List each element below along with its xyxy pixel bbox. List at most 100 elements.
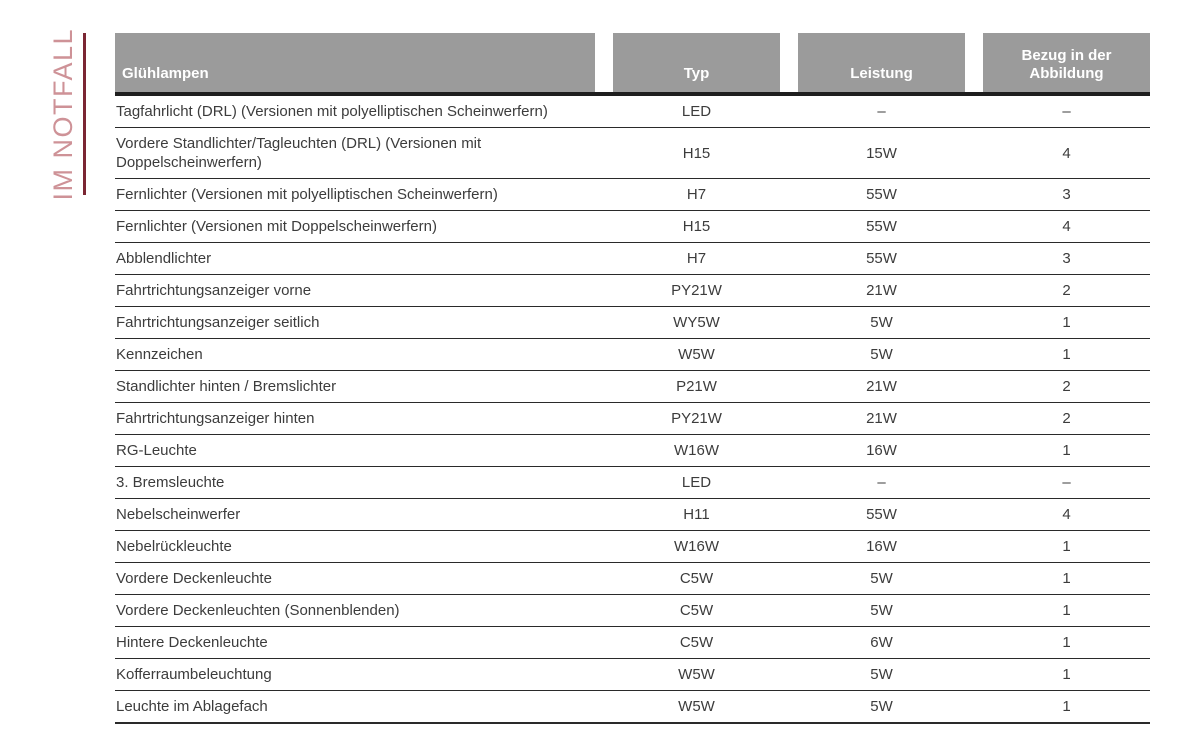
cell-bezug: 2 <box>1062 378 1071 395</box>
table-row: 3. Bremsleuchte LED – – <box>115 467 1150 499</box>
cell-leistung: 55W <box>866 218 897 235</box>
table-row: Fahrtrichtungsanzeiger seitlich WY5W 5W … <box>115 307 1150 339</box>
cell-gluehlampen: Vordere Deckenleuchten (Sonnenblenden) <box>116 602 400 619</box>
cell-bezug: 1 <box>1062 314 1071 331</box>
table-row: Vordere Standlichter/Tagleuchten (DRL) (… <box>115 128 1150 179</box>
cell-bezug: 4 <box>1062 144 1071 162</box>
cell-typ: P21W <box>676 378 717 395</box>
cell-typ: W5W <box>678 346 715 363</box>
cell-bezug: 4 <box>1062 218 1071 235</box>
table-row: Nebelscheinwerfer H11 55W 4 <box>115 499 1150 531</box>
cell-typ: C5W <box>679 570 714 587</box>
cell-bezug: 1 <box>1062 666 1071 683</box>
cell-bezug: 1 <box>1062 442 1071 459</box>
cell-leistung: 6W <box>870 634 893 651</box>
cell-leistung: 5W <box>870 666 893 683</box>
table-row: Abblendlichter H7 55W 3 <box>115 243 1150 275</box>
table-row: Kennzeichen W5W 5W 1 <box>115 339 1150 371</box>
cell-typ: H15 <box>682 218 711 235</box>
cell-typ: W16W <box>674 442 719 459</box>
cell-leistung: 21W <box>866 378 897 395</box>
cell-bezug: 1 <box>1062 346 1071 363</box>
section-label: IM NOTFALL <box>48 27 78 201</box>
table-row: Fahrtrichtungsanzeiger hinten PY21W 21W … <box>115 403 1150 435</box>
cell-gluehlampen: Vordere Standlichter/Tagleuchten (DRL) (… <box>116 135 482 171</box>
cell-gluehlampen: Fahrtrichtungsanzeiger hinten <box>116 410 315 427</box>
cell-typ: LED <box>681 103 712 120</box>
cell-typ: C5W <box>679 602 714 619</box>
cell-gluehlampen: Kofferraumbeleuchtung <box>116 666 272 683</box>
cell-leistung: 55W <box>866 186 897 203</box>
table-row: Fernlichter (Versionen mit polyelliptisc… <box>115 179 1150 211</box>
table-row: Standlichter hinten / Bremslichter P21W … <box>115 371 1150 403</box>
cell-gluehlampen: Abblendlichter <box>116 250 212 267</box>
table-body: Tagfahrlicht (DRL) (Versionen mit polyel… <box>115 96 1150 724</box>
cell-leistung: 21W <box>866 410 897 427</box>
table-header-row: Glühlampen Typ Leistung Bezug in der Abb… <box>115 33 1150 92</box>
cell-leistung: 21W <box>866 282 897 299</box>
cell-leistung: 16W <box>866 538 897 555</box>
cell-leistung: 5W <box>870 570 893 587</box>
cell-gluehlampen: Kennzeichen <box>116 346 203 363</box>
table-row: Kofferraumbeleuchtung W5W 5W 1 <box>115 659 1150 691</box>
cell-bezug: 1 <box>1062 570 1071 587</box>
cell-gluehlampen: Fernlichter (Versionen mit polyelliptisc… <box>116 186 498 203</box>
cell-gluehlampen: Hintere Deckenleuchte <box>116 634 268 651</box>
cell-gluehlampen: Vordere Deckenleuchte <box>116 570 272 587</box>
cell-gluehlampen: RG-Leuchte <box>116 442 197 459</box>
cell-leistung: 5W <box>870 602 893 619</box>
column-header-leistung: Leistung <box>798 33 965 92</box>
cell-leistung: 16W <box>866 442 897 459</box>
cell-bezug: 1 <box>1062 538 1071 555</box>
table-row: Tagfahrlicht (DRL) (Versionen mit polyel… <box>115 96 1150 128</box>
cell-typ: W5W <box>678 698 715 715</box>
cell-bezug: 4 <box>1062 506 1071 523</box>
column-header-typ: Typ <box>613 33 780 92</box>
cell-leistung: 5W <box>870 698 893 715</box>
cell-bezug: – <box>1062 474 1071 491</box>
cell-gluehlampen: 3. Bremsleuchte <box>116 474 225 491</box>
cell-leistung: 5W <box>870 346 893 363</box>
table-row: RG-Leuchte W16W 16W 1 <box>115 435 1150 467</box>
cell-leistung: – <box>877 474 886 491</box>
cell-gluehlampen: Standlichter hinten / Bremslichter <box>116 378 337 395</box>
table-row: Leuchte im Ablagefach W5W 5W 1 <box>115 691 1150 724</box>
table-row: Vordere Deckenleuchte C5W 5W 1 <box>115 563 1150 595</box>
cell-bezug: 2 <box>1062 282 1071 299</box>
cell-typ: PY21W <box>671 410 722 427</box>
cell-gluehlampen: Fernlichter (Versionen mit Doppelscheinw… <box>116 218 437 235</box>
cell-bezug: 1 <box>1062 634 1071 651</box>
cell-typ: H15 <box>682 144 711 162</box>
cell-typ: W16W <box>674 538 719 555</box>
cell-leistung: 5W <box>870 314 893 331</box>
cell-gluehlampen: Tagfahrlicht (DRL) (Versionen mit polyel… <box>116 103 548 120</box>
header-divider <box>115 92 1150 96</box>
cell-typ: PY21W <box>671 282 722 299</box>
table-row: Hintere Deckenleuchte C5W 6W 1 <box>115 627 1150 659</box>
cell-gluehlampen: Nebelscheinwerfer <box>116 506 241 523</box>
cell-gluehlampen: Nebelrückleuchte <box>116 538 232 555</box>
section-tab: IM NOTFALL <box>38 28 86 200</box>
cell-leistung: – <box>877 103 886 120</box>
cell-leistung: 15W <box>866 144 897 162</box>
cell-typ: H11 <box>683 506 710 523</box>
cell-bezug: 2 <box>1062 410 1071 427</box>
table-row: Fernlichter (Versionen mit Doppelscheinw… <box>115 211 1150 243</box>
cell-typ: WY5W <box>673 314 720 331</box>
cell-bezug: 1 <box>1062 602 1071 619</box>
table-row: Nebelrückleuchte W16W 16W 1 <box>115 531 1150 563</box>
cell-typ: C5W <box>679 634 714 651</box>
table-row: Fahrtrichtungsanzeiger vorne PY21W 21W 2 <box>115 275 1150 307</box>
table-row: Vordere Deckenleuchten (Sonnenblenden) C… <box>115 595 1150 627</box>
cell-bezug: 3 <box>1062 186 1071 203</box>
cell-leistung: 55W <box>866 250 897 267</box>
cell-leistung: 55W <box>866 506 897 523</box>
cell-bezug: 1 <box>1062 698 1071 715</box>
column-header-bezug: Bezug in der Abbildung <box>983 33 1150 92</box>
cell-bezug: 3 <box>1062 250 1071 267</box>
cell-typ: H7 <box>686 250 707 267</box>
cell-typ: W5W <box>678 666 715 683</box>
bulb-table: Glühlampen Typ Leistung Bezug in der Abb… <box>115 33 1150 724</box>
column-header-gluehlampen: Glühlampen <box>115 33 595 92</box>
